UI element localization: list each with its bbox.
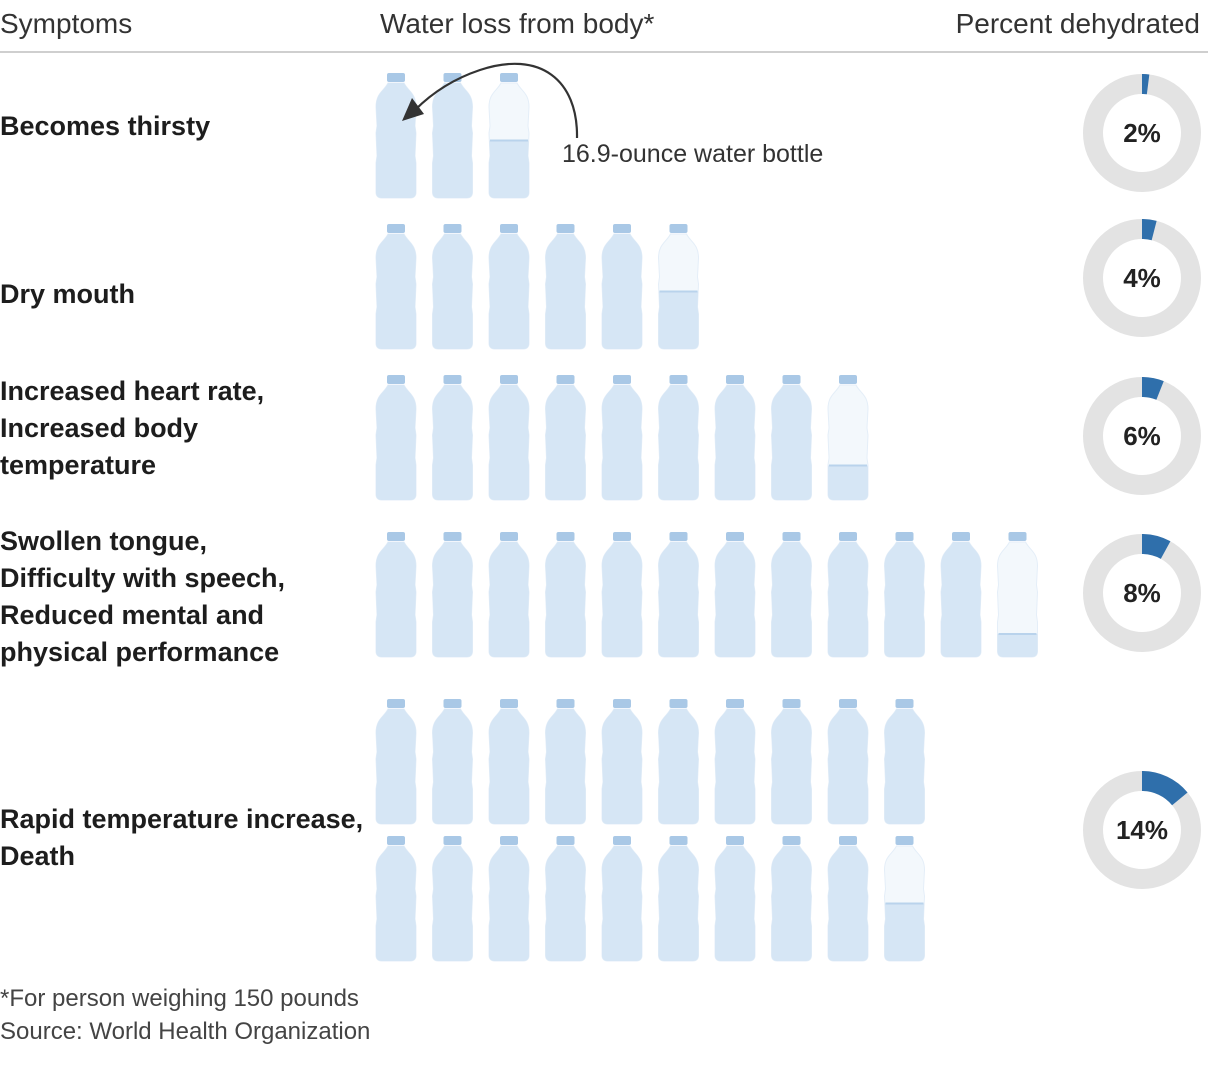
water-bottle-icon (714, 532, 756, 658)
percent-donut: 6% (1083, 377, 1201, 495)
water-bottle-icon (883, 532, 926, 658)
water-bottle-icon (657, 224, 700, 350)
water-bottle-icon (488, 836, 530, 962)
water-bottle-icon (827, 532, 869, 658)
water-bottle-icon (375, 699, 417, 825)
water-bottle-icon (375, 73, 417, 199)
water-bottle-icon (883, 699, 926, 825)
water-bottle-icon (488, 699, 530, 825)
symptom-row-1: Becomes thirsty (0, 108, 210, 145)
percent-label: 14% (1116, 815, 1168, 845)
percent-arc (1083, 771, 1201, 889)
water-bottle-icon (657, 699, 700, 825)
symptom-row-5: Rapid temperature increase, Death (0, 801, 363, 875)
symptom-row-2: Dry mouth (0, 276, 135, 313)
percent-arc (1083, 377, 1201, 495)
symptoms-header: Symptoms (0, 8, 133, 39)
percent-label: 2% (1123, 118, 1161, 148)
percent-label: 4% (1123, 263, 1161, 293)
water-bottle-icon (544, 224, 587, 350)
percent-donut: 8% (1083, 534, 1201, 652)
percent-header: Percent dehydrated (955, 8, 1200, 39)
water-bottle-icon (770, 699, 813, 825)
water-bottle-icon (770, 375, 813, 501)
symptom-text: Increased heart rate, (0, 376, 265, 406)
water-bottle-icon (488, 73, 530, 199)
water-bottle-icon (714, 699, 756, 825)
annotation-arrow (402, 62, 579, 139)
water-bottle-icon (375, 532, 417, 658)
water-bottle-icon (488, 224, 530, 350)
symptom-text: Increased body (0, 413, 199, 443)
percent-donut: 4% (1083, 219, 1201, 337)
footnote: *For person weighing 150 pounds (0, 985, 359, 1012)
water-bottle-icon (431, 375, 474, 501)
water-bottle-icon (883, 836, 926, 962)
symptom-row-3: Increased heart rate, Increased body tem… (0, 373, 264, 484)
percent-label: 8% (1123, 578, 1161, 608)
water-bottle-icon (601, 699, 643, 825)
source-note: Source: World Health Organization (0, 1018, 371, 1045)
water-bottle-icon (657, 375, 700, 501)
water-bottle-icon (714, 375, 756, 501)
water-bottle-icon (375, 224, 417, 350)
water-bottle-icon (601, 532, 643, 658)
water-bottle-icon (827, 375, 869, 501)
water-bottle-icon (544, 375, 587, 501)
water-bottle-icon (657, 836, 700, 962)
water-bottle-icon (601, 836, 643, 962)
percent-donut: 2% (1083, 74, 1201, 192)
water-bottle-icon (770, 532, 813, 658)
water-bottle-icon (431, 699, 474, 825)
header-divider (0, 51, 1208, 53)
symptom-text: Death (0, 841, 76, 871)
water-bottle-icon (714, 836, 756, 962)
water-bottle-icon (827, 836, 869, 962)
bottle-annotation: 16.9-ounce water bottle (562, 140, 824, 168)
percent-arc (1083, 74, 1201, 192)
water-bottle-icon (375, 836, 417, 962)
water-bottle-icon (488, 532, 530, 658)
percent-arc (1083, 219, 1201, 337)
water-loss-header: Water loss from body* (380, 8, 655, 39)
symptom-row-4: Swollen tongue, Difficulty with speech, … (0, 523, 285, 671)
water-bottle-icon (544, 532, 587, 658)
symptom-text: Becomes thirsty (0, 111, 211, 141)
water-bottle-icon (431, 836, 474, 962)
symptom-text: temperature (0, 450, 157, 480)
symptom-text: Reduced mental and (0, 600, 265, 630)
symptom-text: Difficulty with speech, (0, 563, 286, 593)
water-bottle-icon (544, 836, 587, 962)
water-bottle-icon (940, 532, 982, 658)
water-bottle-icon (601, 224, 643, 350)
symptom-text: physical performance (0, 637, 280, 667)
water-bottle-icon (431, 73, 474, 199)
symptom-text: Dry mouth (0, 279, 135, 309)
water-bottle-icon (375, 375, 417, 501)
symptom-text: Swollen tongue, (0, 526, 207, 556)
water-bottle-icon (770, 836, 813, 962)
percent-donut: 14% (1083, 771, 1201, 889)
water-bottle-icon (996, 532, 1039, 658)
water-bottle-icon (827, 699, 869, 825)
water-bottle-icon (544, 699, 587, 825)
water-bottle-icon (657, 532, 700, 658)
water-bottle-icon (431, 224, 474, 350)
symptom-text: Rapid temperature increase, (0, 804, 364, 834)
water-bottle-icon (431, 532, 474, 658)
water-bottle-icon (488, 375, 530, 501)
water-bottle-icon (601, 375, 643, 501)
percent-arc (1083, 534, 1201, 652)
percent-label: 6% (1123, 421, 1161, 451)
